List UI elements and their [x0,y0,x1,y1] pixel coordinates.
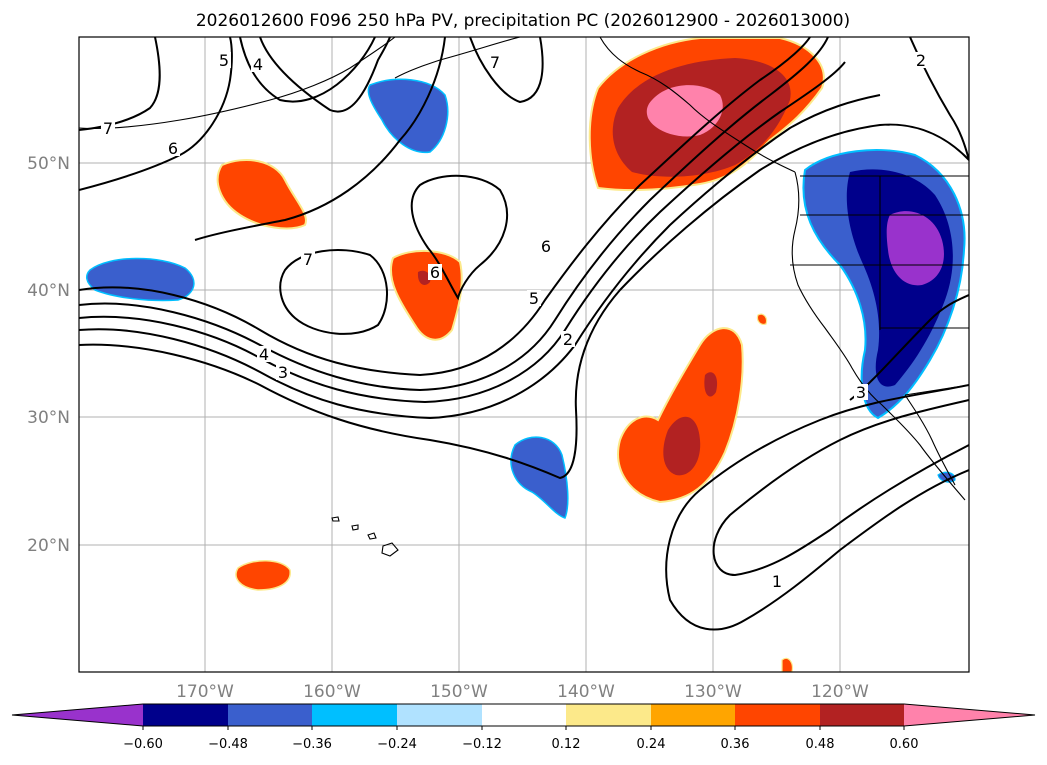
contour-label-3: 4 [253,55,263,74]
precip-positive-subtropical-streak [617,327,744,504]
pv-contour-labels: 7 5 4 7 6 2 7 6 6 5 2 4 3 3 [101,51,928,591]
precip-strong-subtropical-streak [663,416,701,476]
lat-label-20n: 20°N [27,536,70,556]
lat-label-40n: 40°N [27,281,70,301]
colorbar-tick-label-pos-024: 0.24 [637,737,666,752]
contour-label-9: 6 [541,237,551,256]
pv-contour-closed-central [410,174,509,301]
us-west-coast [791,171,966,501]
lon-label-120w: 120°W [811,682,869,702]
colorbar-extend-low [12,704,143,726]
pv-contour-north-4 [259,37,391,113]
colorbar-bin-neg-048 [228,704,312,726]
pv-contour-jet-2 [79,37,829,392]
pv-contour-jet-4 [79,94,881,420]
colorbar-ticks [142,726,905,730]
lon-label-130w: 130°W [684,682,742,702]
pv-contour-south-loop-inner [712,399,969,577]
hawaii-big-island [381,542,399,557]
contour-label-2: 5 [219,51,229,70]
colorbar-bin-pos-036 [735,704,820,726]
colorbar-bin-neg-036 [312,704,397,726]
coastlines [79,37,969,557]
colorbar-tick-label-pos-060: 0.60 [890,737,919,752]
lon-label-140w: 140°W [557,682,615,702]
hawaii-kauai [331,516,340,522]
contour-label-4: 7 [490,53,500,72]
pv-contour-northwest-6 [79,37,233,191]
colorbar-bin-zero [482,704,566,726]
precip-positive-small-1 [756,313,768,325]
lon-label-170w: 170°W [176,682,234,702]
pv-contour-north-7 [469,37,544,104]
colorbar: −0.60 −0.48 −0.36 −0.24 −0.12 0.12 0.24 … [11,703,1036,752]
contour-label-12: 4 [259,345,269,364]
colorbar-tick-label-pos-012: 0.12 [552,737,581,752]
colorbar-bin-neg-060 [143,704,228,726]
figure-title: 2026012600 F096 250 hPa PV, precipitatio… [196,11,850,31]
pv-contour-northwest-7 [79,37,161,131]
precip-negative-west [85,257,195,302]
pv-contour-jet-1 [79,37,811,377]
pv-contour-south-loop-outer [665,384,969,631]
map-frame [78,36,970,673]
pv-contour-north-5 [239,37,376,103]
colorbar-bin-pos-048 [820,704,904,726]
latitude-labels: 50°N 40°N 30°N 20°N [27,154,70,556]
pv-contour-arc-6 [194,37,446,241]
contour-label-6: 2 [916,51,926,70]
colorbar-tick-label-neg-012: −0.12 [462,737,502,752]
colorbar-bin-pos-012 [566,704,651,726]
colorbar-bin-pos-024 [651,704,735,726]
colorbar-tick-label-neg-060: −0.60 [123,737,163,752]
contour-label-7: 7 [303,250,313,269]
hawaii-maui [367,532,377,540]
lon-label-150w: 150°W [430,682,488,702]
precip-positive-small-2 [781,657,793,672]
precip-strong-subtropical-streak-2 [704,372,718,397]
lat-label-50n: 50°N [27,154,70,174]
colorbar-tick-label-neg-036: −0.36 [292,737,332,752]
pv-contour-jet-5 [79,123,969,480]
precip-negative-subtropical [510,436,569,519]
precip-negative-small-baja [937,471,956,483]
colorbar-tick-label-neg-048: −0.48 [208,737,248,752]
contour-label-1: 7 [103,119,113,138]
colorbar-tick-label-pos-048: 0.48 [806,737,835,752]
contour-label-14: 3 [856,383,866,402]
bc-coast [599,37,796,173]
precip-extreme-bc-coast [646,85,723,137]
contour-label-13: 3 [278,363,288,382]
pv-contours [79,37,969,631]
contour-label-10: 5 [529,289,539,308]
colorbar-tick-label-neg-024: −0.24 [377,737,417,752]
longitude-labels: 170°W 160°W 150°W 140°W 130°W 120°W [176,682,869,702]
colorbar-tick-label-pos-036: 0.36 [721,737,750,752]
contour-label-8: 6 [430,263,440,282]
lat-label-30n: 30°N [27,408,70,428]
lon-label-160w: 160°W [303,682,361,702]
contour-label-5: 6 [168,139,178,158]
contour-label-15: 1 [772,572,782,591]
precip-strong-central [417,270,431,285]
contour-label-11: 2 [563,330,573,349]
hawaii-oahu [351,524,359,531]
pv-contour-closed-west [279,249,388,335]
colorbar-bin-neg-024 [397,704,482,726]
precip-extreme-negative-western-us [886,211,944,286]
precip-positive-south [235,560,291,591]
colorbar-extend-high [904,704,1035,726]
precip-positive-northwest [216,159,307,230]
baja-coast [904,394,956,486]
